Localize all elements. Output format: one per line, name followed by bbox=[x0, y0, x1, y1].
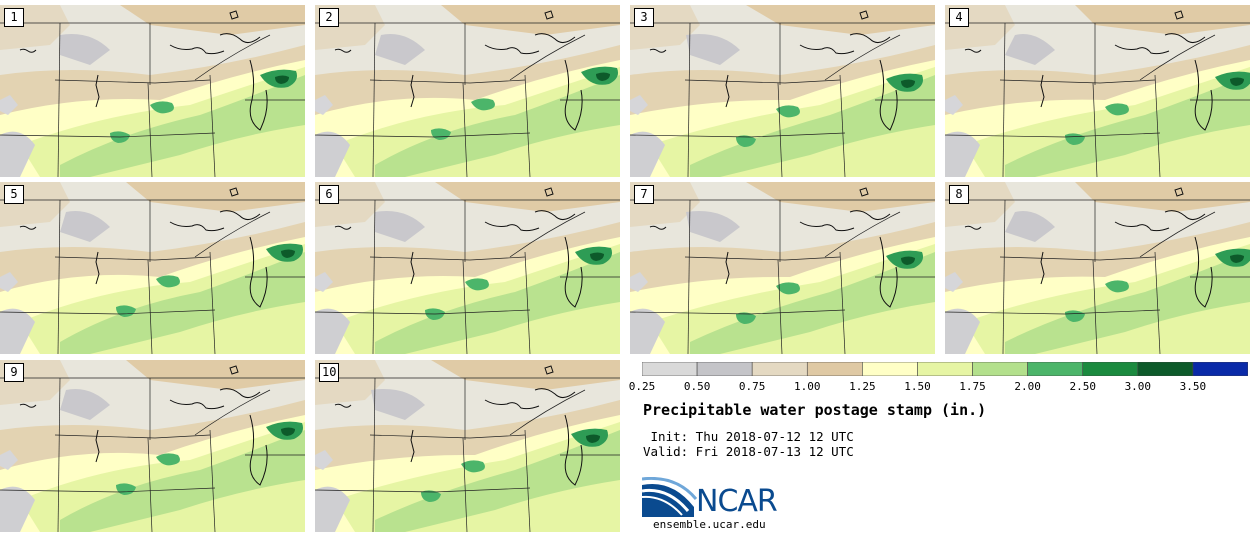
panel-number: 5 bbox=[4, 185, 24, 204]
panel-number: 1 bbox=[4, 8, 24, 27]
logo-url: ensemble.ucar.edu bbox=[653, 518, 766, 531]
colorbar-segment bbox=[751, 362, 808, 376]
colorbar-segment bbox=[862, 362, 918, 376]
map-panel-7: 7 bbox=[630, 182, 935, 354]
panel-number: 8 bbox=[949, 185, 969, 204]
colorbar-tick-label: 0.25 bbox=[628, 380, 656, 393]
colorbar-segment bbox=[642, 362, 698, 376]
panel-number: 3 bbox=[634, 8, 654, 27]
map-panel-6: 6 bbox=[315, 182, 620, 354]
map-panel-image bbox=[945, 182, 1250, 354]
colorbar-tick-label: 0.75 bbox=[738, 380, 766, 393]
colorbar-segment bbox=[1027, 362, 1084, 376]
panel-number: 6 bbox=[319, 185, 339, 204]
map-panel-1: 1 bbox=[0, 5, 305, 177]
ncar-logo-text: NCAR bbox=[696, 484, 778, 519]
colorbar-segment bbox=[972, 362, 1028, 376]
panel-number: 2 bbox=[319, 8, 339, 27]
map-panel-image bbox=[315, 182, 620, 354]
panel-number: 7 bbox=[634, 185, 654, 204]
valid-time: Valid: Fri 2018-07-13 12 UTC bbox=[643, 444, 854, 459]
init-time: Init: Thu 2018-07-12 12 UTC bbox=[643, 429, 854, 444]
date-info: Init: Thu 2018-07-12 12 UTC Valid: Fri 2… bbox=[643, 429, 854, 459]
colorbar-tick-label: 1.75 bbox=[959, 380, 986, 393]
ncar-logo-icon bbox=[642, 477, 698, 517]
map-panel-image bbox=[630, 5, 935, 177]
map-panel-5: 5 bbox=[0, 182, 305, 354]
map-panel-image bbox=[630, 182, 935, 354]
map-panel-4: 4 bbox=[945, 5, 1250, 177]
map-panel-8: 8 bbox=[945, 182, 1250, 354]
colorbar-segment bbox=[1082, 362, 1139, 376]
map-panel-2: 2 bbox=[315, 5, 620, 177]
colorbar-segment bbox=[1192, 362, 1248, 376]
map-panel-9: 9 bbox=[0, 360, 305, 532]
colorbar-tick-label: 3.50 bbox=[1179, 380, 1207, 393]
colorbar-segment bbox=[696, 362, 753, 376]
colorbar-tick-label: 3.00 bbox=[1124, 380, 1152, 393]
map-panel-image bbox=[315, 5, 620, 177]
map-panel-10: 10 bbox=[315, 360, 620, 532]
colorbar-tick-label: 2.00 bbox=[1014, 380, 1041, 393]
map-panel-image bbox=[0, 182, 305, 354]
map-panel-image bbox=[0, 5, 305, 177]
colorbar-tick-label: 1.25 bbox=[849, 380, 876, 393]
chart-title: Precipitable water postage stamp (in.) bbox=[643, 401, 987, 419]
map-panel-image bbox=[945, 5, 1250, 177]
map-panel-3: 3 bbox=[630, 5, 935, 177]
colorbar-tick-label: 0.50 bbox=[683, 380, 711, 393]
panel-number: 9 bbox=[4, 363, 24, 382]
map-panel-image bbox=[0, 360, 305, 532]
colorbar-segment bbox=[806, 362, 863, 376]
colorbar-segment bbox=[1137, 362, 1194, 376]
colorbar-tick-label: 1.50 bbox=[904, 380, 931, 393]
panel-number: 10 bbox=[319, 363, 340, 382]
colorbar-segment bbox=[917, 362, 973, 376]
map-panel-image bbox=[315, 360, 620, 532]
colorbar bbox=[642, 362, 1248, 376]
colorbar-tick-label: 2.50 bbox=[1069, 380, 1096, 393]
colorbar-tick-label: 1.00 bbox=[794, 380, 821, 393]
panel-number: 4 bbox=[949, 8, 969, 27]
